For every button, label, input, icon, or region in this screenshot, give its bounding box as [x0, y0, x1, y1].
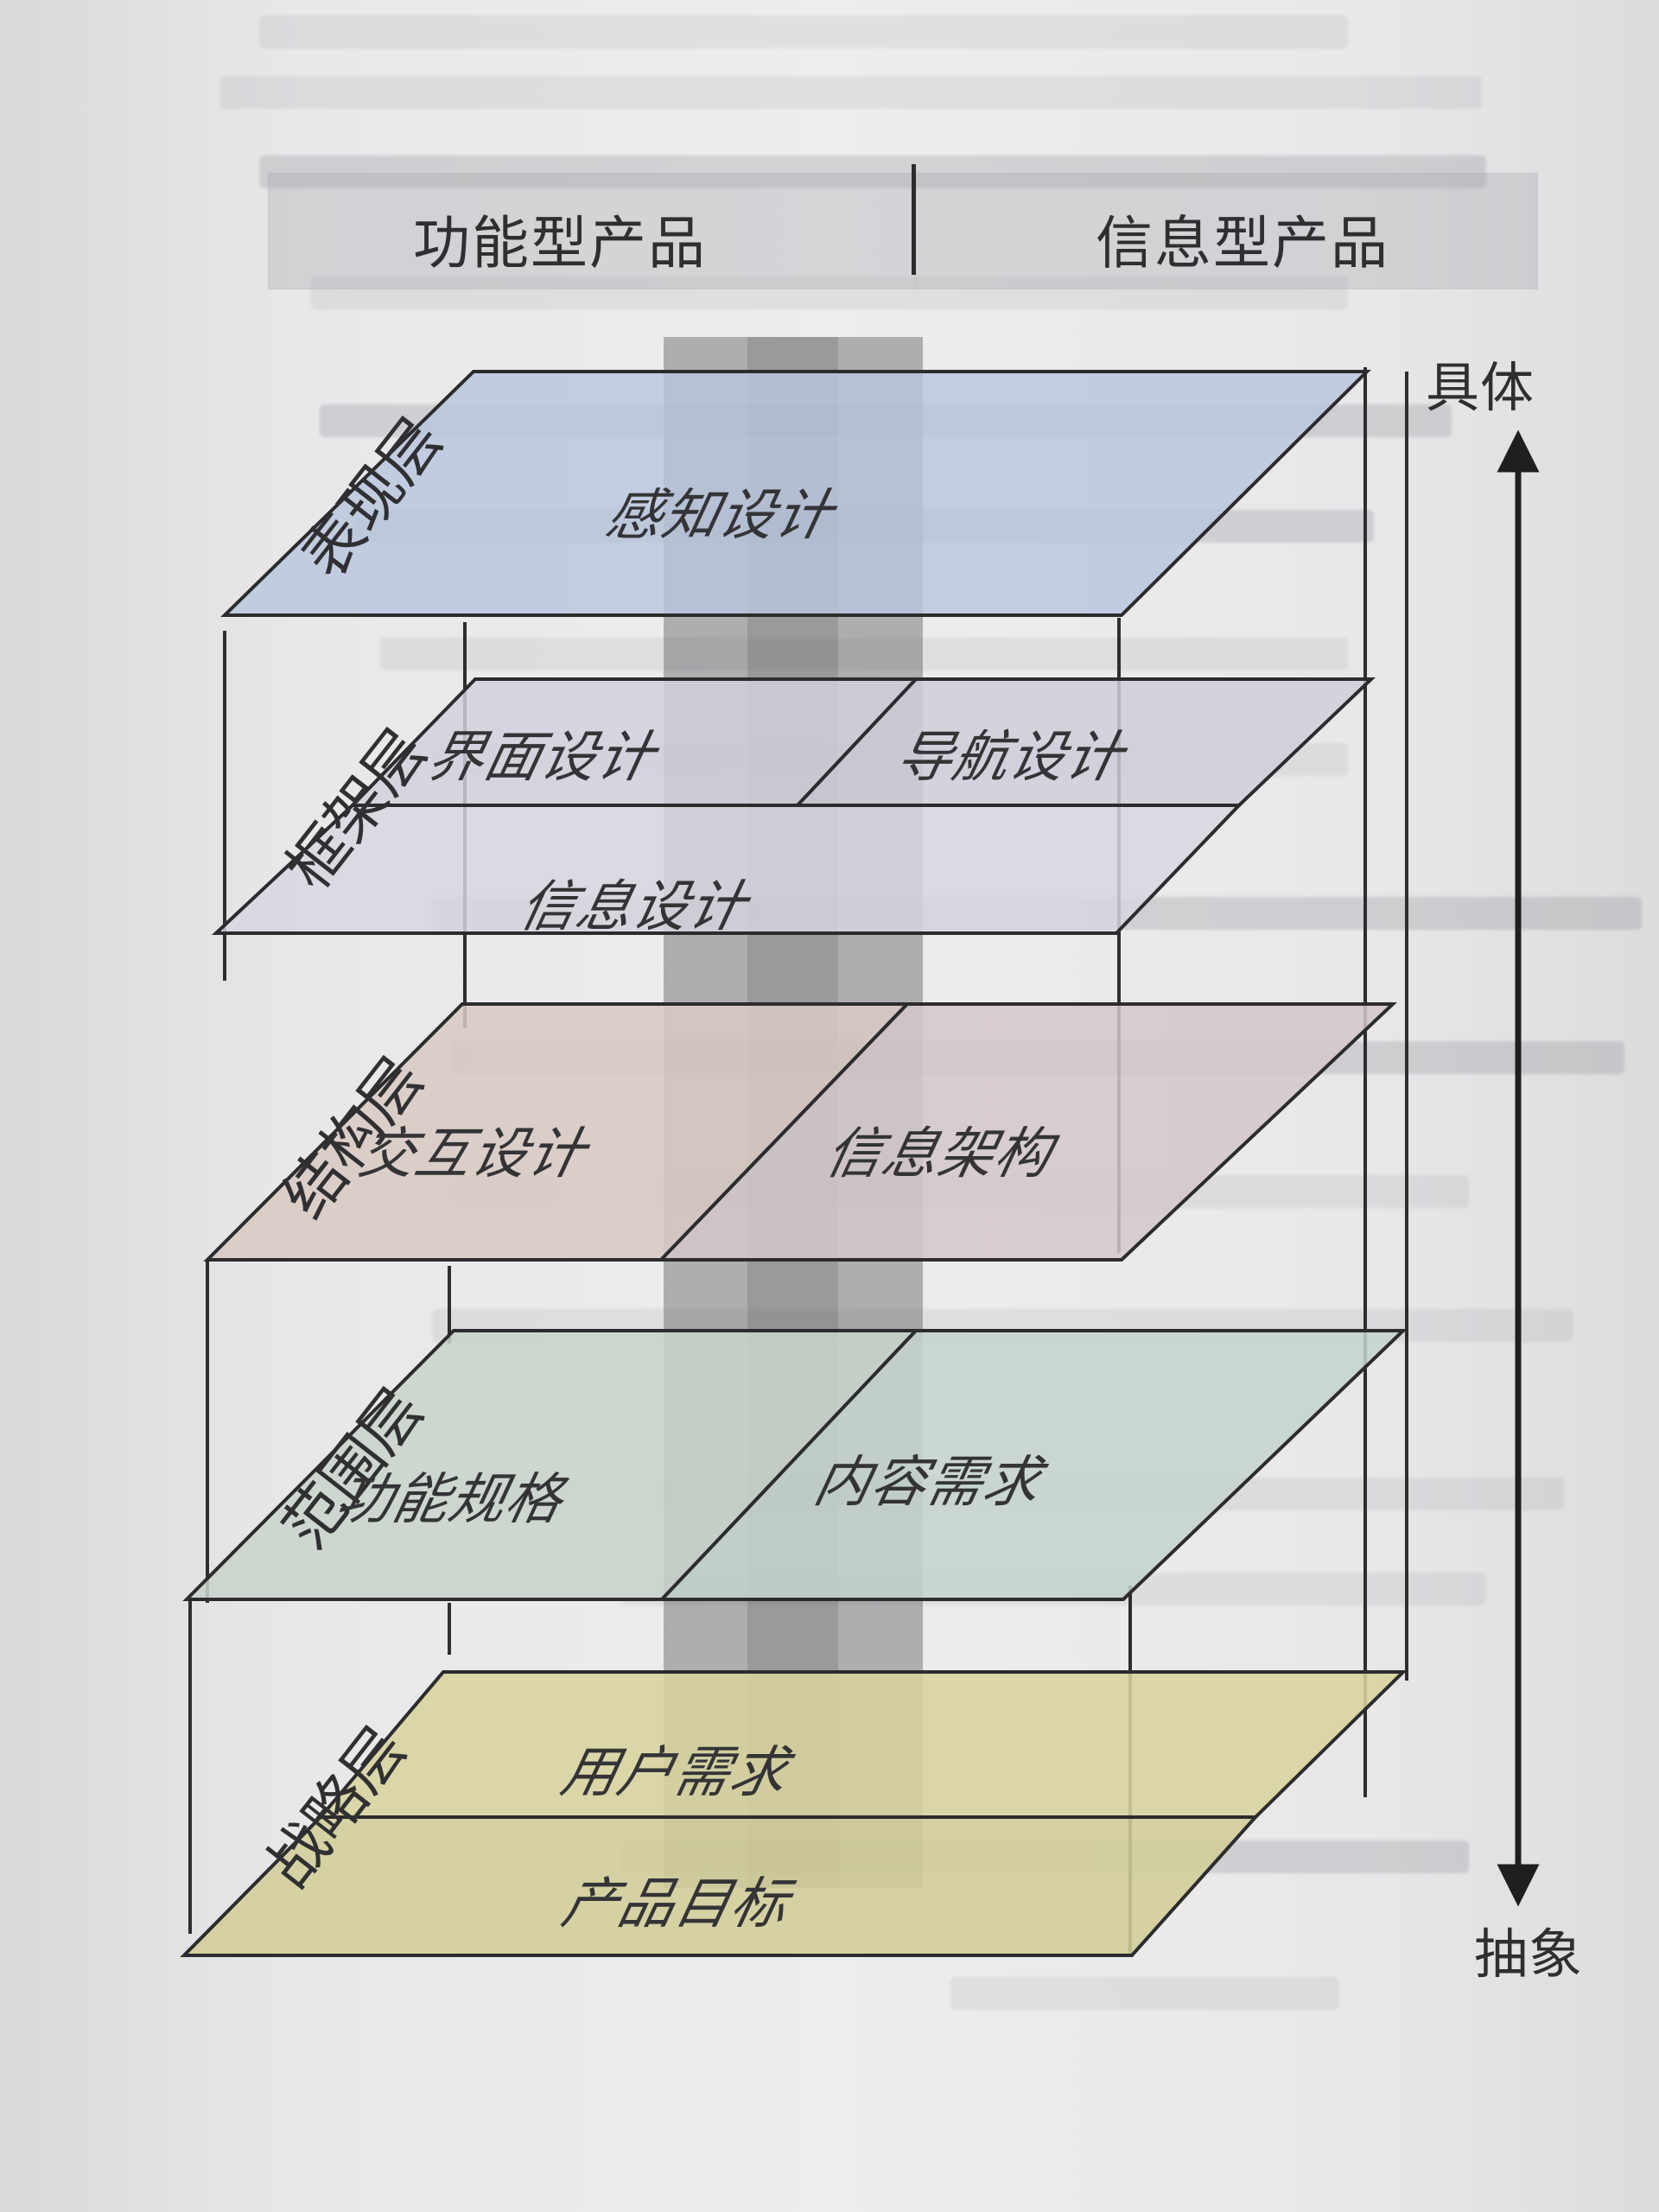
plane-label-interaction-design: 交互设计: [353, 1122, 592, 1186]
strategy-upper-plane: [316, 1670, 1408, 1819]
right-column-header: 信息型产品: [1096, 210, 1389, 276]
strategy-lower-plane: [180, 1815, 1260, 1957]
plane-label-user-needs: 用户需求: [555, 1741, 794, 1805]
axis-bottom-label: 抽象: [1474, 1923, 1584, 1986]
plane-label-content-requirements: 内容需求: [808, 1451, 1047, 1515]
layer-structure-planes: [203, 1002, 1398, 1262]
presentation-plane: [220, 370, 1371, 617]
plane-label-information-architecture: 信息架构: [819, 1122, 1058, 1186]
layer-strategy-planes: [180, 1670, 1408, 1957]
plane-label-product-objectives: 产品目标: [556, 1872, 795, 1936]
plane-label-functional-specification: 功能规格: [330, 1468, 569, 1532]
layer-framework-planes: [211, 677, 1376, 935]
left-column-header: 功能型产品: [413, 210, 707, 276]
framework-lower-plane: [211, 804, 1243, 935]
column-header-band: [268, 173, 1538, 289]
layer-presentation-planes: [220, 370, 1371, 617]
column-divider: [912, 164, 916, 275]
right-column-header-block: [916, 173, 1538, 289]
plane-label-navigation-design: 导航设计: [890, 726, 1129, 790]
structure-right-plane: [657, 1002, 1398, 1262]
axis-top-label: 具体: [1426, 356, 1535, 419]
left-column-header-block: [268, 173, 916, 289]
plane-label-information-design: 信息设计: [513, 875, 753, 939]
plane-label-perception-design: 感知设计: [600, 484, 839, 548]
scope-right-plane: [658, 1329, 1408, 1601]
plane-label-interface-design: 界面设计: [422, 726, 661, 790]
layer-scope-planes: [182, 1329, 1408, 1601]
